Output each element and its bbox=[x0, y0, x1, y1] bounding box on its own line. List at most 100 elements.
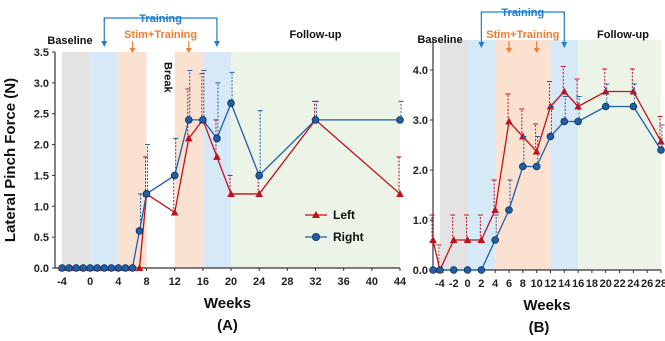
x-tick-label: 0 bbox=[87, 276, 93, 288]
data-point-right bbox=[560, 117, 569, 126]
data-point-right bbox=[79, 264, 87, 272]
phase-band-followup bbox=[231, 52, 400, 268]
x-tick-label: 20 bbox=[600, 278, 612, 290]
x-tick-label: 24 bbox=[253, 276, 266, 288]
x-tick-label: 4 bbox=[492, 278, 499, 290]
stim-arrow-head bbox=[533, 48, 540, 53]
data-point-right bbox=[65, 264, 73, 272]
phase-band-baseline bbox=[439, 40, 468, 270]
data-point-right bbox=[449, 266, 458, 274]
data-point-right bbox=[505, 206, 513, 214]
data-point-right bbox=[100, 264, 109, 272]
data-point-right bbox=[629, 102, 638, 111]
series-right bbox=[429, 83, 665, 274]
x-tick-label: 28 bbox=[281, 276, 293, 288]
phase-label-training: Training bbox=[139, 13, 182, 25]
y-tick-label: 2.0 bbox=[34, 140, 49, 152]
x-tick-label: 14 bbox=[558, 278, 571, 290]
y-tick-label: 0.5 bbox=[34, 232, 49, 244]
x-tick-label: 16 bbox=[197, 276, 209, 288]
panel-label: (A) bbox=[217, 317, 238, 334]
data-point-right bbox=[128, 264, 137, 272]
phase-band-training bbox=[550, 40, 579, 270]
data-point-left bbox=[429, 236, 437, 243]
data-point-right bbox=[311, 116, 320, 124]
phase-label-baseline: Baseline bbox=[417, 34, 462, 46]
y-tick-label: 1.5 bbox=[34, 170, 49, 182]
y-tick-label: 3.5 bbox=[34, 47, 49, 59]
legend-marker-left bbox=[312, 211, 320, 218]
y-tick-label: 0.0 bbox=[34, 263, 49, 275]
data-point-right bbox=[255, 171, 263, 180]
data-point-right bbox=[477, 266, 486, 274]
data-point-right bbox=[184, 116, 193, 124]
data-point-right bbox=[463, 266, 472, 274]
data-point-right bbox=[429, 266, 437, 274]
y-tick-label: 3.0 bbox=[34, 78, 49, 90]
data-point-left bbox=[532, 147, 541, 155]
y-tick-label: 2.0 bbox=[413, 165, 428, 177]
training-arrow-head bbox=[213, 41, 220, 47]
x-tick-label: -2 bbox=[449, 278, 459, 290]
data-point-left bbox=[477, 236, 486, 243]
data-point-left bbox=[629, 87, 638, 95]
data-point-left bbox=[184, 134, 193, 142]
data-point-right bbox=[532, 162, 541, 171]
data-point-left bbox=[657, 137, 665, 145]
data-point-left bbox=[255, 189, 263, 197]
x-tick-label: 28 bbox=[655, 278, 665, 290]
y-tick-label: 1.0 bbox=[413, 215, 428, 227]
series-right bbox=[58, 70, 404, 272]
x-tick-label: 2 bbox=[478, 278, 484, 290]
x-tick-label: 32 bbox=[309, 276, 321, 288]
data-point-right bbox=[86, 264, 95, 272]
data-point-right bbox=[93, 264, 102, 272]
phase-band-baseline bbox=[62, 52, 91, 268]
data-point-right bbox=[519, 162, 527, 171]
phase-band-training bbox=[90, 52, 119, 268]
x-axis-label: Weeks bbox=[204, 295, 251, 312]
phase-label-training: Training bbox=[501, 7, 544, 19]
x-tick-label: -4 bbox=[435, 278, 446, 290]
data-point-left bbox=[574, 102, 582, 110]
data-point-left bbox=[227, 189, 235, 197]
phase-label-followup: Follow-up bbox=[597, 29, 649, 41]
phase-band-stim bbox=[174, 52, 203, 268]
stim-arrow-head bbox=[506, 48, 512, 53]
legend-label-right: Right bbox=[333, 230, 364, 244]
phase-label-stim: Stim+Training bbox=[486, 29, 559, 41]
x-tick-label: 0 bbox=[464, 278, 470, 290]
data-point-right bbox=[121, 264, 130, 272]
data-point-left bbox=[560, 87, 569, 95]
data-point-right bbox=[199, 116, 207, 124]
x-tick-label: 40 bbox=[366, 276, 378, 288]
data-point-left bbox=[463, 236, 472, 243]
training-arrow-head bbox=[561, 42, 568, 48]
phase-label-break: Break bbox=[162, 62, 174, 93]
stim-arrow-head bbox=[129, 48, 136, 53]
x-tick-label: 4 bbox=[115, 276, 122, 288]
x-tick-label: 44 bbox=[394, 276, 407, 288]
x-tick-label: 12 bbox=[169, 276, 181, 288]
phase-label-baseline: Baseline bbox=[47, 35, 92, 47]
data-point-left bbox=[449, 236, 458, 243]
phase-label-stim: Stim+Training bbox=[124, 29, 197, 41]
x-tick-label: 24 bbox=[627, 278, 640, 290]
chart-panel-b: 0.01.02.03.04.0-4 -2 0 2 4 6 8 10 12 14 16 18 20 22 24… bbox=[413, 7, 665, 336]
x-tick-label: 20 bbox=[225, 276, 237, 288]
x-tick-label: 8 bbox=[520, 278, 526, 290]
x-tick-label: 18 bbox=[586, 278, 598, 290]
data-point-right bbox=[58, 264, 66, 272]
data-point-right bbox=[574, 117, 582, 126]
data-point-right bbox=[135, 227, 144, 235]
y-axis-label: Lateral Pinch Force (N) bbox=[2, 78, 19, 242]
x-tick-label: 36 bbox=[338, 276, 350, 288]
x-tick-label: 12 bbox=[544, 278, 556, 290]
data-point-right bbox=[213, 134, 221, 143]
legend-marker-right bbox=[311, 232, 320, 241]
phase-band-training bbox=[202, 52, 232, 268]
x-tick-label: 10 bbox=[531, 278, 543, 290]
data-point-left bbox=[213, 152, 221, 160]
training-arrow-head bbox=[478, 42, 485, 48]
